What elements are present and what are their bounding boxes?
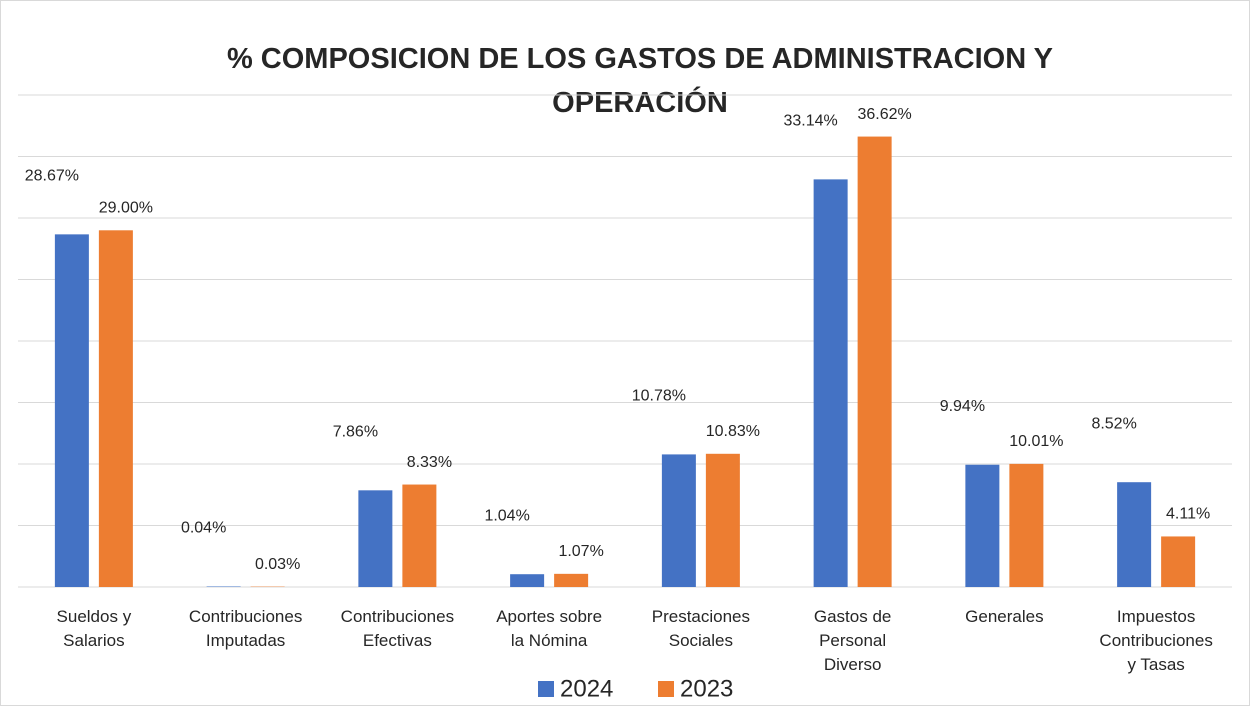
data-label: 33.14%: [783, 113, 837, 130]
chart-title: % COMPOSICION DE LOS GASTOS DE ADMINISTR…: [227, 43, 1053, 119]
data-label: 1.04%: [484, 507, 529, 524]
data-label: 29.00%: [99, 200, 153, 217]
data-label: 8.52%: [1091, 415, 1136, 432]
bar: [965, 464, 1000, 587]
bar: [661, 454, 696, 587]
data-label: 36.62%: [857, 106, 911, 123]
x-tick-label: Generales: [965, 607, 1043, 626]
bar: [705, 453, 740, 587]
bar: [813, 179, 848, 588]
data-label: 4.11%: [1166, 506, 1210, 523]
x-tick-label: Contribuciones Efectivas: [341, 607, 454, 650]
bar: [554, 573, 589, 587]
bar: [1161, 536, 1196, 587]
data-label: 10.83%: [706, 423, 760, 440]
data-label: 10.01%: [1009, 433, 1063, 450]
bar: [1009, 463, 1044, 587]
data-label: 9.94%: [940, 398, 985, 415]
legend-label: 2023: [680, 675, 733, 702]
bar: [98, 230, 133, 588]
bar: [54, 234, 89, 587]
data-label: 10.78%: [632, 388, 686, 405]
data-label: 0.04%: [181, 520, 226, 537]
data-label: 0.03%: [255, 556, 300, 573]
legend-swatch: [658, 681, 674, 697]
data-label: 28.67%: [25, 168, 79, 185]
legend-label: 2024: [560, 675, 613, 702]
x-tick-label: Aportes sobre la Nómina: [496, 607, 602, 650]
x-tick-label: Prestaciones Sociales: [652, 607, 750, 650]
data-label: 7.86%: [333, 424, 378, 441]
legend-swatch: [538, 681, 554, 697]
bar: [358, 490, 393, 587]
bar: [1117, 482, 1152, 587]
bar: [402, 484, 437, 587]
x-tick-label: Contribuciones Imputadas: [189, 607, 302, 650]
x-tick-label: Sueldos y Salarios: [57, 607, 132, 650]
data-label: 8.33%: [407, 454, 452, 471]
x-tick-label: Impuestos Contribuciones y Tasas: [1099, 607, 1212, 674]
data-label: 1.07%: [558, 543, 603, 560]
bar: [510, 574, 545, 587]
bar: [857, 136, 892, 587]
x-tick-label: Gastos de Personal Diverso: [814, 607, 892, 674]
